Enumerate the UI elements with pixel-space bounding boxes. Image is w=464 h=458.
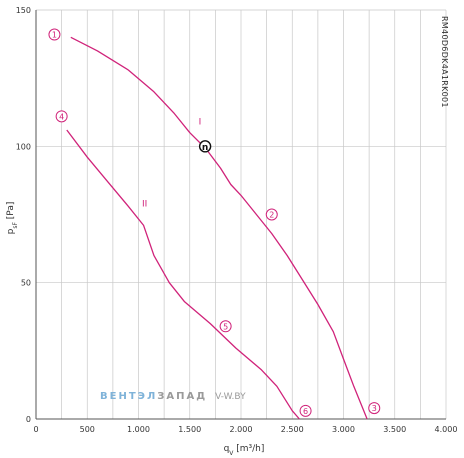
x-tick-label: 2.500 (281, 425, 304, 434)
marker-label: 3 (372, 404, 377, 413)
curve-label-I: I (199, 118, 202, 128)
series-layer (66, 36, 368, 420)
operating-point-layer: n (198, 140, 212, 153)
series-line-I (70, 36, 368, 420)
marker-2: 2 (265, 208, 278, 221)
marker-1: 1 (48, 28, 61, 41)
point-markers: 1 2 3 4 5 6 (48, 28, 381, 417)
x-tick-label: 1.500 (178, 425, 201, 434)
curve-label-II: II (142, 199, 147, 209)
marker-4: 4 (55, 110, 68, 123)
marker-5: 5 (219, 320, 232, 333)
marker-circle (265, 208, 278, 221)
marker-6: 6 (299, 404, 312, 417)
marker-label: 5 (223, 322, 228, 331)
y-tick-label: 0 (26, 415, 31, 424)
grid (35, 9, 447, 420)
marker-circle (219, 320, 232, 333)
marker-label: 1 (52, 31, 57, 40)
model-code: RM40D6DK4A1RK001 (440, 16, 449, 108)
marker-3: 3 (368, 402, 381, 415)
operating-point-circle (198, 140, 212, 153)
marker-label: 6 (303, 407, 308, 416)
tick-labels: 0 500 1.000 1.500 2.000 2.500 3.000 3.500 4.000 0… (16, 6, 458, 434)
marker-label: 4 (59, 112, 64, 121)
x-tick-label: 500 (80, 425, 95, 434)
axes (35, 10, 446, 420)
x-tick-label: 2.000 (230, 425, 253, 434)
marker-circle (299, 404, 312, 417)
curve-labels: III (142, 118, 201, 210)
marker-circle (368, 402, 381, 415)
x-tick-label: 3.500 (383, 425, 406, 434)
marker-circle (48, 28, 61, 41)
y-axis-label: psF [Pa] (6, 202, 19, 235)
operating-point-label: n (202, 143, 208, 153)
x-tick-label: 4.000 (435, 425, 458, 434)
watermark: ВЕНТЭЛЗАПАД V-W.BY (100, 391, 246, 402)
x-tick-label: 1.000 (127, 425, 150, 434)
series-line-II (66, 129, 300, 420)
y-tick-label: 150 (16, 6, 31, 15)
x-tick-label: 3.000 (332, 425, 355, 434)
y-tick-label: 100 (16, 142, 31, 151)
marker-label: 2 (269, 211, 274, 220)
marker-circle (55, 110, 68, 123)
x-tick-label: 0 (33, 425, 38, 434)
x-axis-label: qV [m³/h] (224, 444, 265, 457)
y-tick-label: 50 (21, 279, 31, 288)
